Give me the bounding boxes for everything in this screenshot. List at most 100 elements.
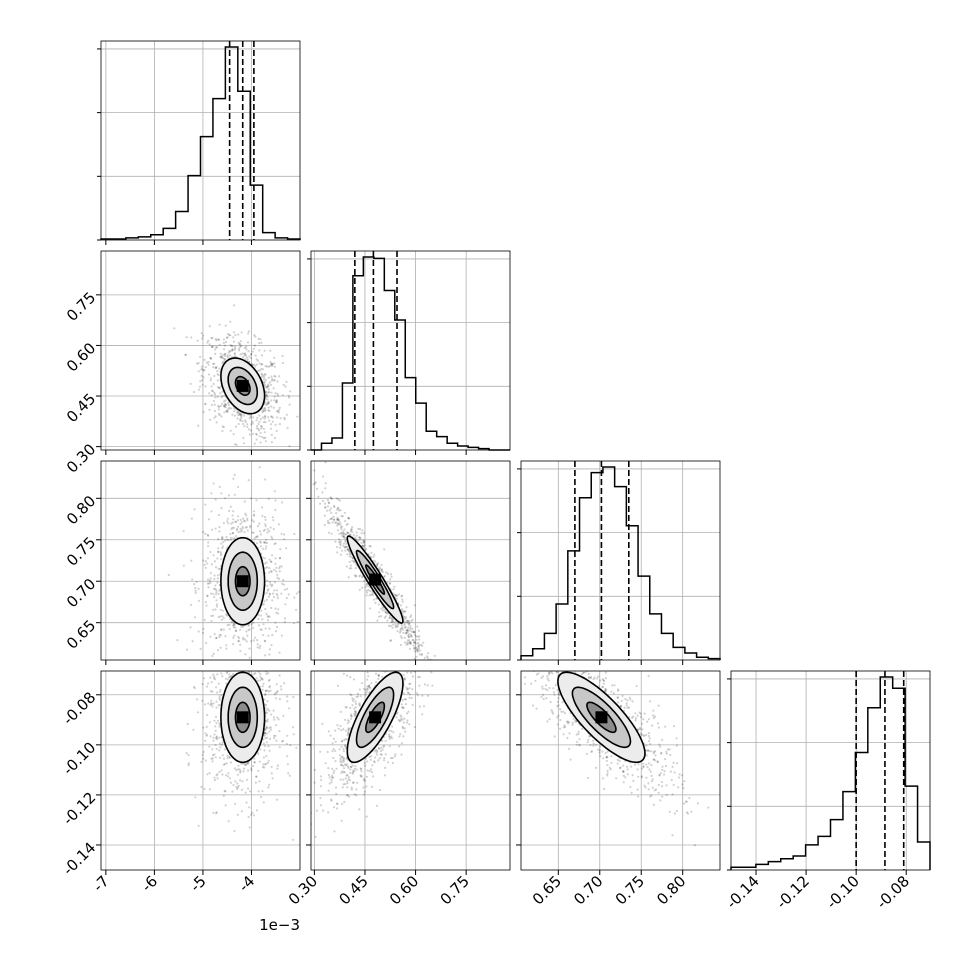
pair-panel-1-3 [100, 460, 301, 661]
hist-panel-2 [307, 250, 511, 451]
hist-bar [188, 176, 200, 240]
hist-bar [374, 258, 384, 450]
hist-bar [918, 842, 930, 870]
x-tick-label: 0.45 [335, 872, 371, 908]
hist-bar [533, 649, 545, 660]
hist-outline [311, 256, 510, 451]
pair-panel-2-4 [310, 670, 511, 871]
density-core [369, 711, 382, 724]
x-tick-label: -0.10 [823, 872, 863, 912]
panel-frame [310, 250, 511, 451]
hist-bar [650, 614, 662, 660]
hist-bar [201, 137, 213, 240]
hist-bar [213, 99, 225, 240]
axis-offset-label: 1e−3 [259, 916, 300, 934]
hist-bar [603, 467, 615, 660]
x-axis-param-4: -0.14 -0.12 -0.10 -0.08 [723, 870, 913, 912]
density-core [369, 573, 382, 586]
hist-bar [437, 437, 447, 450]
x-tick-label: -0.14 [723, 872, 763, 912]
pair-content [311, 461, 510, 660]
pair-content [101, 461, 300, 660]
hist-bar [880, 677, 892, 870]
panel-frame [310, 460, 511, 661]
panel-frame [310, 670, 511, 871]
hist-bar [238, 91, 250, 240]
pair-panel-3-4 [520, 670, 721, 871]
hist-bar [905, 786, 917, 870]
density-core [236, 575, 249, 588]
y-tick-label: 0.30 [63, 440, 99, 476]
pair-content [521, 671, 720, 870]
x-axis-param-1: -7 -6 -5 -4 1e−3 [89, 240, 300, 934]
x-tick-label: 0.70 [570, 872, 606, 908]
y-tick-label: 0.80 [63, 492, 99, 528]
hist-bar [781, 859, 793, 870]
hist-bar [176, 212, 188, 240]
hist-bar [855, 753, 867, 870]
hist-bar [163, 228, 175, 240]
y-tick-label: 0.60 [63, 339, 99, 375]
hist-bar [685, 653, 697, 660]
x-tick-label: -0.12 [773, 872, 813, 912]
hist-bar [263, 233, 275, 240]
x-tick-label: 0.75 [612, 872, 648, 908]
panel-frame [520, 670, 721, 871]
x-tick-label: -5 [186, 872, 209, 895]
x-tick-label: -4 [235, 872, 258, 895]
hist-bar [447, 443, 457, 450]
hist-outline [100, 46, 301, 240]
hist-bar [426, 431, 436, 450]
x-tick-label: -6 [138, 872, 161, 895]
hist-bar [673, 647, 685, 660]
hist-bar [638, 576, 650, 660]
x-tick-label: -0.08 [873, 872, 913, 912]
pair-panel-2-3 [310, 460, 511, 661]
hist-bar [615, 487, 627, 660]
hist-panel-1 [97, 40, 301, 241]
y-tick-label: -0.08 [59, 688, 99, 728]
hist-bar [250, 185, 262, 240]
hist-bar [868, 708, 880, 870]
pair-content [311, 671, 510, 870]
y-axis-param-2: 0.30 0.45 0.60 0.75 [63, 288, 101, 477]
y-tick-label: 0.75 [63, 533, 99, 569]
panel-frame [100, 460, 301, 661]
pair-content [101, 671, 300, 870]
pair-panel-1-2 [100, 250, 301, 451]
hist-bar [556, 604, 568, 660]
hist-panel-3 [517, 460, 721, 661]
panel-frame [730, 670, 931, 871]
hist-bar [332, 438, 342, 450]
pair-content [101, 251, 300, 450]
hist-bar [395, 320, 405, 450]
hist-bar [843, 792, 855, 870]
hist-bar [793, 856, 805, 870]
panel-frame [520, 460, 721, 661]
y-tick-label: -0.14 [59, 839, 99, 879]
y-tick-label: 0.65 [63, 616, 99, 652]
x-tick-label: 0.65 [529, 872, 565, 908]
hist-bar [151, 235, 163, 240]
x-tick-label: -7 [89, 872, 112, 895]
x-tick-label: 0.60 [386, 872, 422, 908]
hist-outline [730, 676, 931, 870]
pair-panel-1-4 [100, 670, 301, 871]
density-core [236, 379, 249, 392]
y-axis-param-3: 0.65 0.70 0.75 0.80 [63, 492, 311, 653]
hist-bar [568, 551, 580, 660]
hist-outline [520, 466, 721, 660]
y-tick-label: 0.70 [63, 575, 99, 611]
panel-frame [100, 250, 301, 451]
hist-bar [405, 378, 415, 450]
hist-bar [321, 443, 331, 450]
hist-bar [831, 820, 843, 870]
x-tick-label: 0.75 [437, 872, 473, 908]
panel-frame [100, 40, 301, 241]
hist-bar [768, 862, 780, 870]
y-tick-label: -0.10 [59, 738, 99, 778]
hist-bar [416, 403, 426, 450]
hist-bar [806, 845, 818, 870]
y-tick-label: 0.75 [63, 288, 99, 324]
hist-bar [818, 836, 830, 870]
